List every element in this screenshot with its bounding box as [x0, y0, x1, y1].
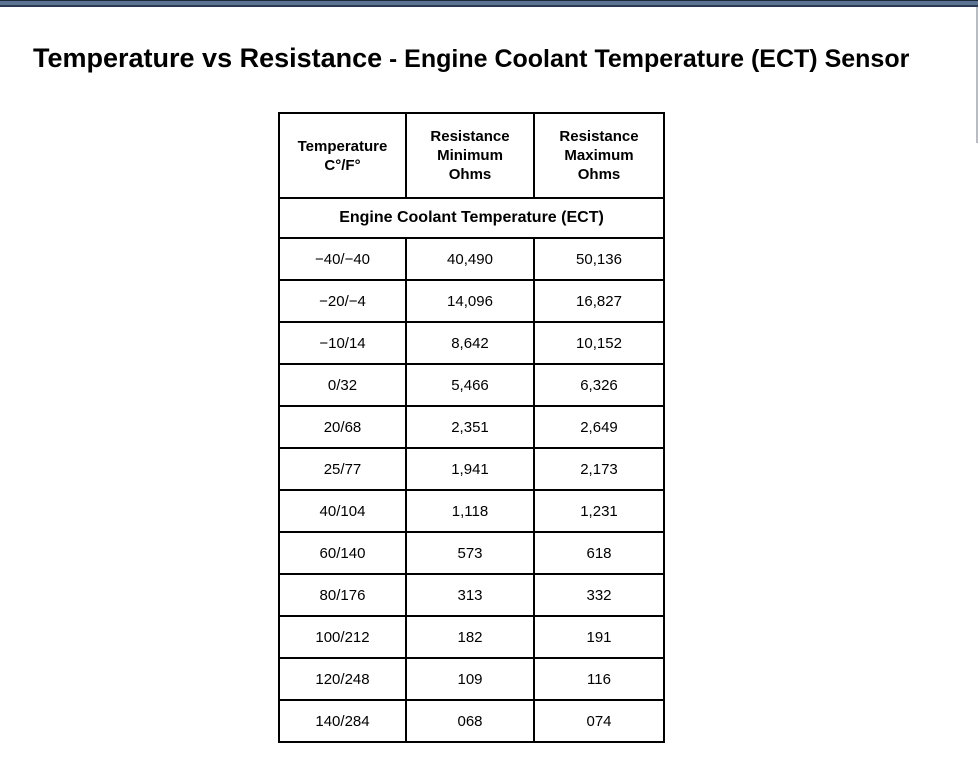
resistance-max-cell: 2,173: [533, 447, 665, 491]
resistance-min-cell: 182: [405, 615, 535, 659]
resistance-min-cell: 1,941: [405, 447, 535, 491]
top-accent-bar: [0, 0, 978, 7]
col-header-line: Temperature: [297, 137, 388, 155]
table-row: 140/284 068 074: [278, 699, 665, 743]
resistance-min-cell: 2,351: [405, 405, 535, 449]
resistance-min-cell: 40,490: [405, 237, 535, 281]
temperature-cell: −20/−4: [278, 279, 407, 323]
resistance-max-cell: 1,231: [533, 489, 665, 533]
table-row: 100/212 182 191: [278, 615, 665, 659]
col-header-line: Minimum: [437, 147, 503, 164]
ect-resistance-table: Temperature C°/F° Resistance Minimum Ohm…: [278, 112, 665, 743]
table-row: −10/14 8,642 10,152: [278, 321, 665, 365]
resistance-max-cell: 50,136: [533, 237, 665, 281]
page-title-separator: -: [389, 46, 398, 74]
page-title: Temperature vs Resistance - Engine Coolant…: [33, 38, 948, 78]
temperature-cell: 80/176: [278, 573, 407, 617]
table-row: 20/68 2,351 2,649: [278, 405, 665, 449]
page-edge-line: [976, 7, 978, 143]
col-header-line: Resistance: [430, 128, 510, 145]
temperature-cell: 140/284: [278, 699, 407, 743]
resistance-max-cell: 6,326: [533, 363, 665, 407]
table-row: 120/248 109 116: [278, 657, 665, 701]
resistance-min-cell: 573: [405, 531, 535, 575]
resistance-min-cell: 5,466: [405, 363, 535, 407]
resistance-max-cell: 074: [533, 699, 665, 743]
section-header-cell: Engine Coolant Temperature (ECT): [278, 197, 665, 239]
resistance-min-cell: 8,642: [405, 321, 535, 365]
resistance-max-cell: 618: [533, 531, 665, 575]
table-row: −40/−40 40,490 50,136: [278, 237, 665, 281]
col-header-line: Ohms: [448, 166, 492, 183]
resistance-max-cell: 16,827: [533, 279, 665, 323]
temperature-cell: −40/−40: [278, 237, 407, 281]
table-section-header-row: Engine Coolant Temperature (ECT): [278, 197, 665, 239]
temperature-cell: −10/14: [278, 321, 407, 365]
resistance-max-cell: 116: [533, 657, 665, 701]
temperature-cell: 40/104: [278, 489, 407, 533]
resistance-min-cell: 313: [405, 573, 535, 617]
temperature-cell: 0/32: [278, 363, 407, 407]
table-body: −40/−40 40,490 50,136 −20/−4 14,096 16,8…: [278, 237, 665, 743]
resistance-max-cell: 2,649: [533, 405, 665, 449]
resistance-min-cell: 14,096: [405, 279, 535, 323]
temperature-cell: 100/212: [278, 615, 407, 659]
table-header-row: Temperature C°/F° Resistance Minimum Ohm…: [278, 112, 665, 199]
table-row: 25/77 1,941 2,173: [278, 447, 665, 491]
resistance-max-cell: 10,152: [533, 321, 665, 365]
table-row: 40/104 1,118 1,231: [278, 489, 665, 533]
temperature-cell: 20/68: [278, 405, 407, 449]
table-row: 0/32 5,466 6,326: [278, 363, 665, 407]
col-header-temperature: Temperature C°/F°: [278, 112, 407, 199]
col-header-line: Maximum: [564, 147, 634, 164]
table-row: −20/−4 14,096 16,827: [278, 279, 665, 323]
temperature-cell: 60/140: [278, 531, 407, 575]
resistance-min-cell: 1,118: [405, 489, 535, 533]
col-header-resistance-min: Resistance Minimum Ohms: [405, 112, 535, 199]
page-title-segment-1: Temperature vs Resistance: [33, 43, 383, 74]
col-header-line: Ohms: [577, 166, 621, 183]
temperature-cell: 120/248: [278, 657, 407, 701]
resistance-max-cell: 332: [533, 573, 665, 617]
col-header-line: C°/F°: [324, 156, 361, 174]
resistance-min-cell: 068: [405, 699, 535, 743]
page-title-segment-2: Engine Coolant Temperature (ECT) Sensor: [404, 45, 910, 74]
resistance-max-cell: 191: [533, 615, 665, 659]
table-row: 80/176 313 332: [278, 573, 665, 617]
resistance-min-cell: 109: [405, 657, 535, 701]
col-header-line: Resistance: [559, 128, 639, 145]
table-row: 60/140 573 618: [278, 531, 665, 575]
temperature-cell: 25/77: [278, 447, 407, 491]
col-header-resistance-max: Resistance Maximum Ohms: [533, 112, 665, 199]
